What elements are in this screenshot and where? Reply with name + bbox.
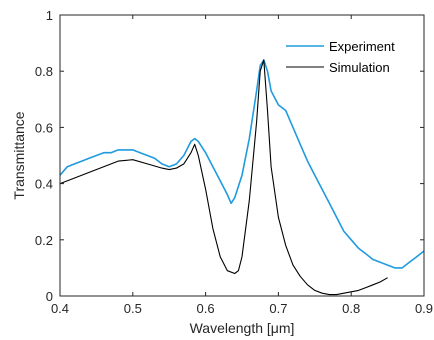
y-axis-title: Transmittance xyxy=(11,111,27,199)
x-tick-label: 0.8 xyxy=(342,301,360,316)
series-line-experiment xyxy=(59,59,425,269)
series-layer xyxy=(59,59,425,296)
y-tick-label: 1 xyxy=(46,8,53,23)
x-tick-label: 0.7 xyxy=(269,301,287,316)
y-tick-label: 0.6 xyxy=(35,120,53,135)
y-tick-label: 0.2 xyxy=(35,233,53,248)
x-tick-label: 0.9 xyxy=(415,301,433,316)
x-tick-label: 0.6 xyxy=(197,301,215,316)
y-tick-label: 0.4 xyxy=(35,177,53,192)
series-line-simulation xyxy=(59,59,388,296)
axes-layer xyxy=(59,14,425,297)
x-axis-title: Wavelength [μm] xyxy=(190,320,295,336)
y-tick-label: 0.8 xyxy=(35,64,53,79)
plot-area xyxy=(60,15,424,296)
ticks-layer: 0.4 0.5 0.6 0.7 0.8 0.9 0 0.2 0.4 0.6 0.8 1 xyxy=(35,8,433,316)
legend: Experiment Simulation xyxy=(286,39,395,75)
y-tick-label: 0 xyxy=(46,289,53,304)
x-tick-label: 0.5 xyxy=(124,301,142,316)
legend-label-experiment: Experiment xyxy=(329,39,395,54)
axes-box xyxy=(59,14,425,297)
x-tick-label: 0.4 xyxy=(51,301,69,316)
plot-background xyxy=(60,15,424,296)
legend-label-simulation: Simulation xyxy=(329,60,390,75)
